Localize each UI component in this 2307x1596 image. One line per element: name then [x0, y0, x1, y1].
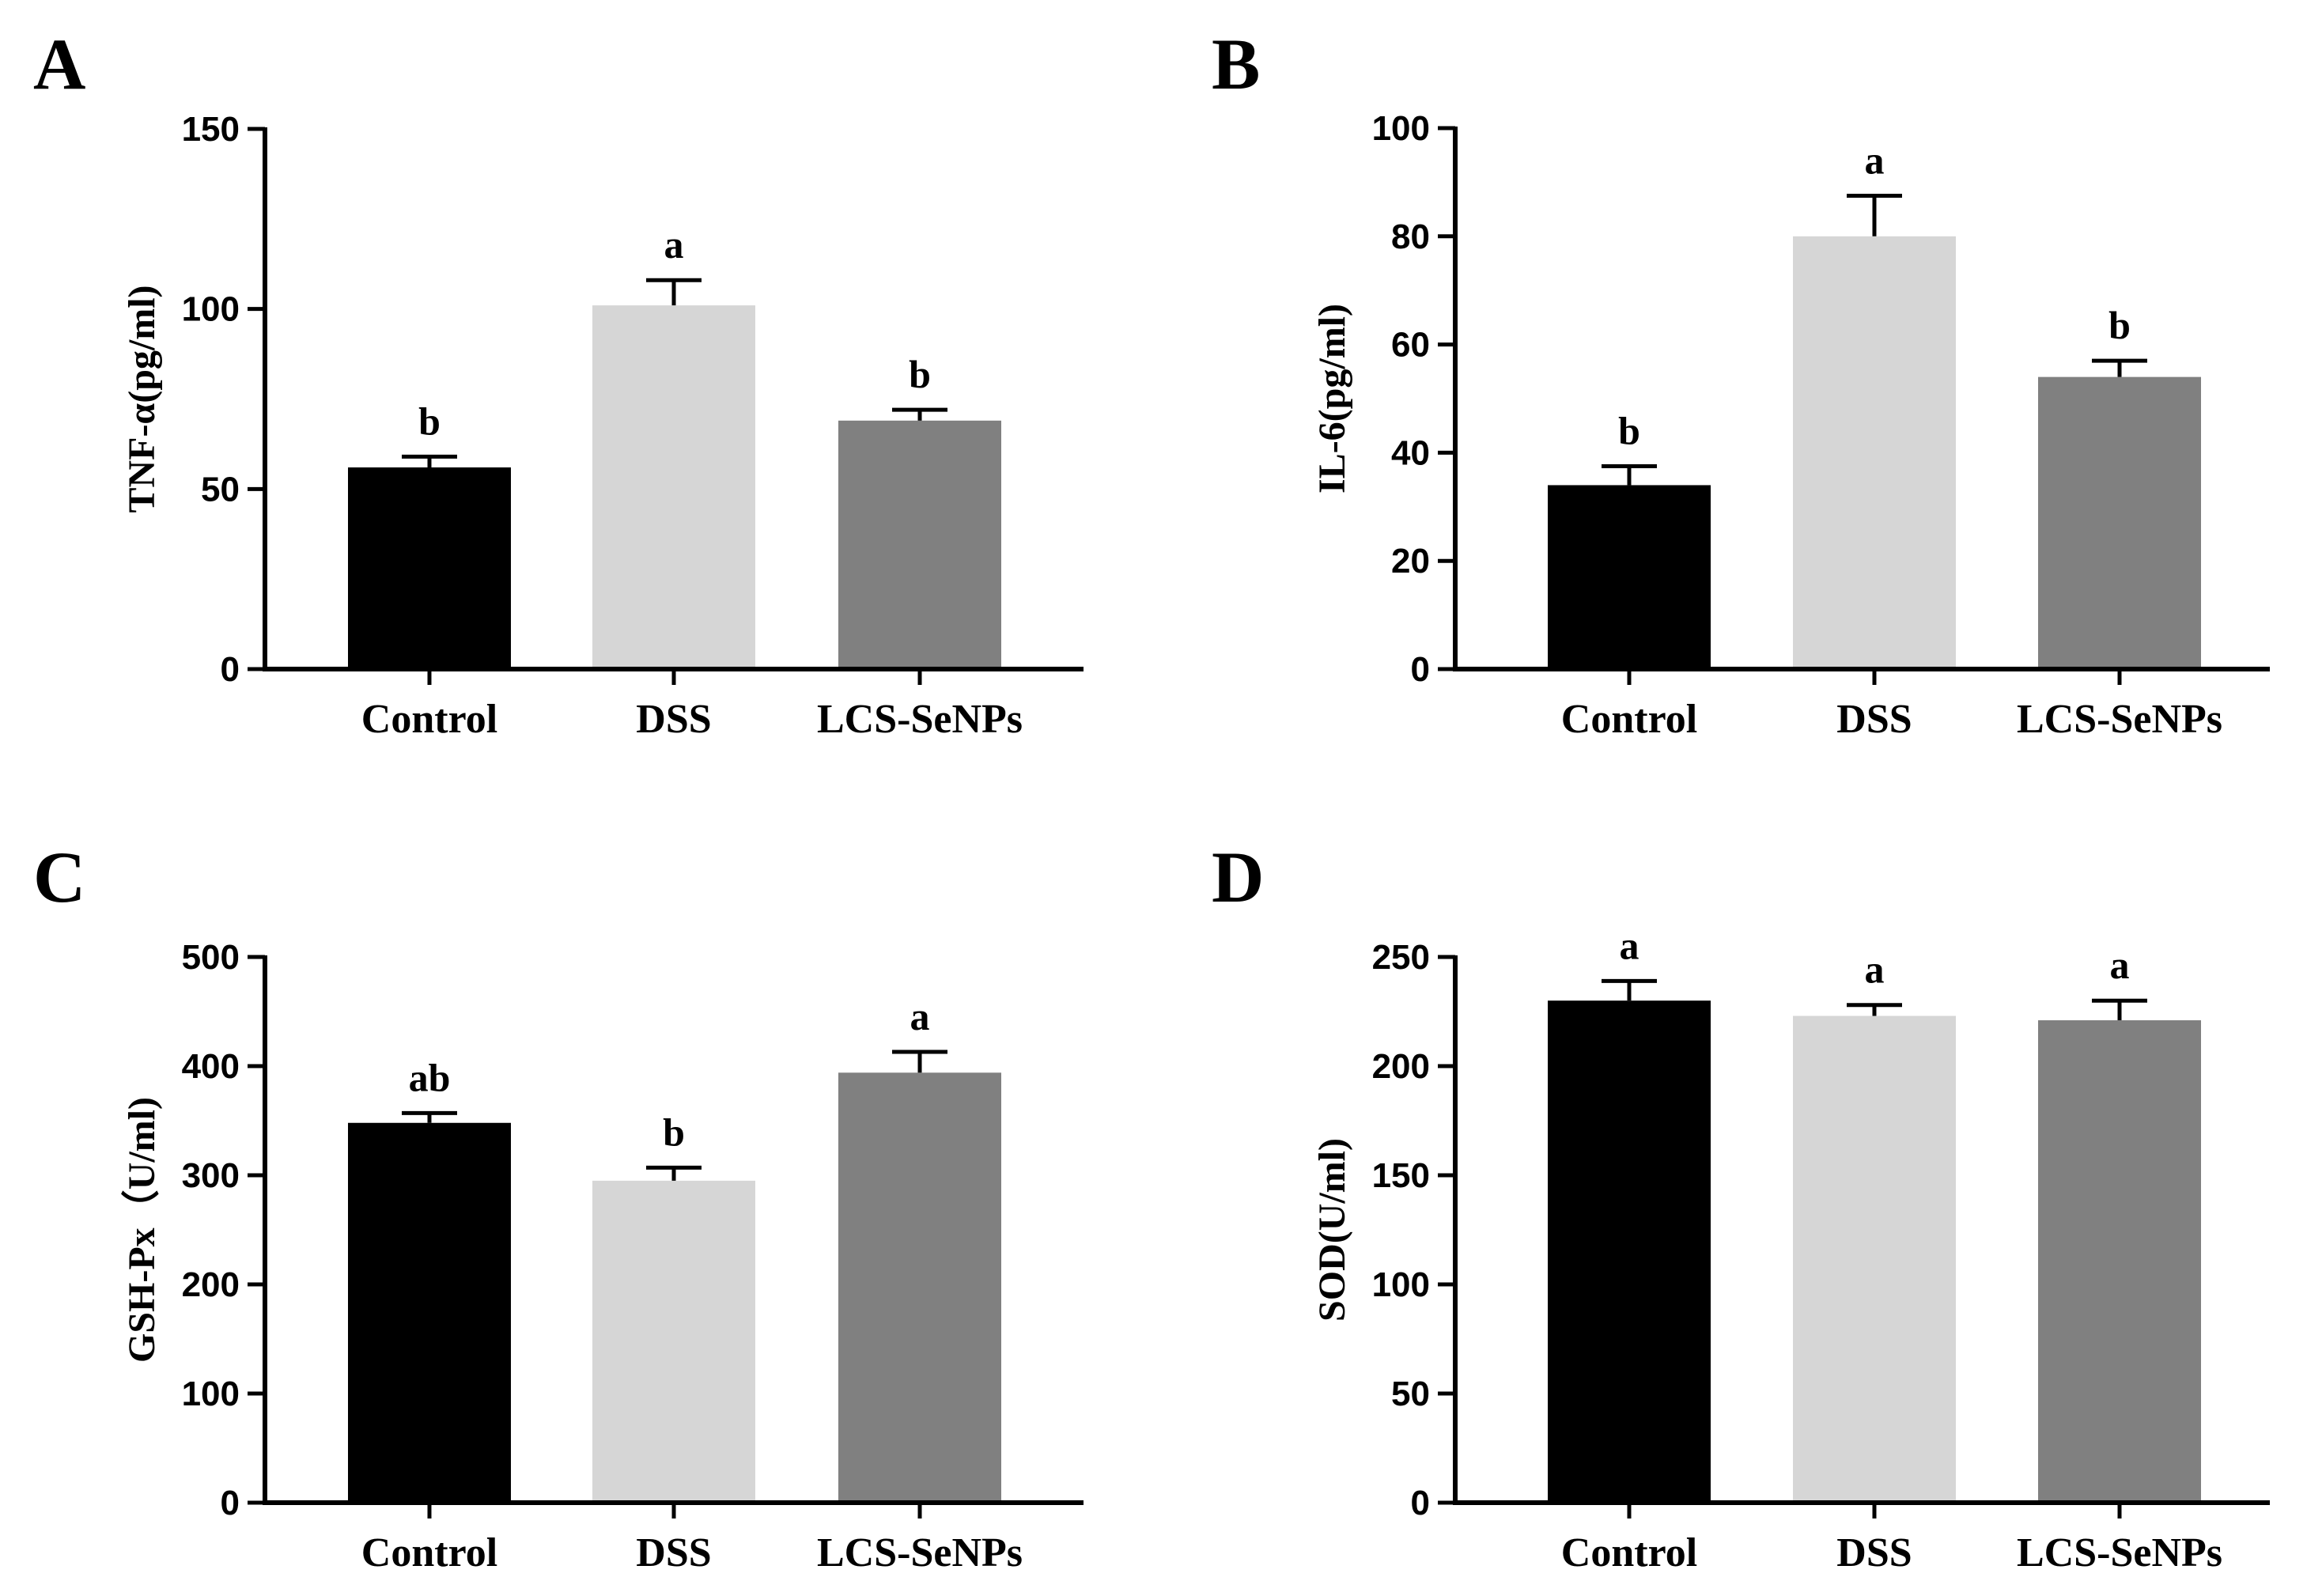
significance-label: a	[910, 994, 930, 1038]
error-bar	[2092, 998, 2147, 1021]
x-tick-label: Control	[361, 1530, 497, 1575]
panel-letter: D	[1212, 837, 1264, 917]
x-tick-label: Control	[361, 697, 497, 742]
panel-letter: C	[33, 837, 85, 917]
y-axis-label: SOD(U/ml)	[1311, 1138, 1353, 1322]
bar-lcs-senps	[2038, 376, 2201, 669]
chart-panel-a: A TNF-α(pg/ml) b Control a DSS b LCS-SeNPs 0 50 10…	[33, 24, 1084, 742]
error-bar	[402, 454, 457, 468]
error-bar	[1602, 464, 1657, 486]
y-tick-label: 200	[182, 1265, 240, 1304]
error-bar	[892, 407, 947, 421]
error-bar	[646, 278, 702, 306]
y-tick-label: 50	[1391, 1375, 1430, 1413]
x-tick-label: LCS-SeNPs	[817, 1530, 1023, 1575]
bar-control	[1548, 485, 1711, 669]
y-tick-label: 0	[1411, 650, 1430, 689]
panel-letter: B	[1212, 24, 1260, 104]
y-tick-label: 300	[182, 1156, 240, 1195]
significance-label: b	[418, 399, 441, 443]
bar-lcs-senps	[838, 420, 1001, 669]
y-tick-label: 400	[182, 1047, 240, 1086]
y-tick-label: 150	[182, 110, 240, 149]
significance-label: ab	[409, 1055, 451, 1099]
significance-label: a	[1865, 947, 1885, 992]
error-bar	[402, 1110, 457, 1123]
bar-control	[1548, 1000, 1711, 1503]
bar-dss	[1793, 1015, 1956, 1503]
error-bar	[892, 1050, 947, 1073]
x-tick-label: DSS	[1836, 1530, 1912, 1575]
bar-lcs-senps	[2038, 1020, 2201, 1503]
y-tick-label: 80	[1391, 217, 1430, 256]
y-tick-label: 100	[182, 290, 240, 329]
y-tick-label: 0	[1411, 1484, 1430, 1522]
y-tick-label: 50	[201, 470, 240, 509]
y-tick-label: 40	[1391, 433, 1430, 472]
bar-dss	[592, 1180, 755, 1503]
bar-dss	[592, 305, 755, 669]
y-axis-label: GSH-Px（U/ml)	[121, 1097, 163, 1363]
y-tick-label: 100	[182, 1375, 240, 1413]
x-tick-label: Control	[1561, 697, 1697, 742]
y-axis-label: IL-6(pg/ml)	[1311, 304, 1353, 494]
y-tick-label: 150	[1372, 1156, 1430, 1195]
significance-label: b	[1618, 409, 1640, 453]
error-bar	[1847, 194, 1902, 236]
y-tick-label: 0	[221, 650, 240, 689]
y-tick-label: 0	[221, 1484, 240, 1522]
bar-control	[348, 1122, 511, 1503]
error-bar	[1602, 978, 1657, 1001]
significance-label: b	[2108, 303, 2131, 347]
significance-label: b	[909, 352, 931, 396]
x-tick-label: LCS-SeNPs	[2017, 1530, 2222, 1575]
x-tick-label: DSS	[636, 1530, 711, 1575]
bar-control	[348, 467, 511, 669]
y-tick-label: 200	[1372, 1047, 1430, 1086]
significance-label: a	[1620, 923, 1639, 967]
bar-lcs-senps	[838, 1072, 1001, 1503]
chart-panel-b: B IL-6(pg/ml) b Control a DSS b LCS-SeNPs 0 20 40 6…	[1212, 24, 2270, 742]
chart-panel-c: C GSH-Px（U/ml) ab Control b DSS a LCS-SeNPs 0 100…	[33, 837, 1084, 1575]
y-tick-label: 60	[1391, 326, 1430, 365]
significance-label: b	[663, 1110, 685, 1154]
bar-dss	[1793, 236, 1956, 669]
error-bar	[1847, 1003, 1902, 1016]
y-tick-label: 100	[1372, 1265, 1430, 1304]
error-bar	[646, 1165, 702, 1181]
x-tick-label: Control	[1561, 1530, 1697, 1575]
panel-letter: A	[33, 24, 85, 104]
y-axis-label: TNF-α(pg/ml)	[121, 285, 163, 512]
y-tick-label: 100	[1372, 109, 1430, 148]
chart-panel-d: D SOD(U/ml) a Control a DSS a LCS-SeNPs 0 50 100 15…	[1212, 837, 2270, 1575]
significance-label: a	[2110, 943, 2130, 987]
significance-label: a	[664, 222, 684, 267]
error-bar	[2092, 358, 2147, 377]
x-tick-label: LCS-SeNPs	[817, 697, 1023, 742]
y-tick-label: 250	[1372, 938, 1430, 977]
x-tick-label: LCS-SeNPs	[2017, 697, 2222, 742]
x-tick-label: DSS	[636, 697, 711, 742]
y-tick-label: 500	[182, 938, 240, 977]
x-tick-label: DSS	[1836, 697, 1912, 742]
significance-label: a	[1865, 138, 1885, 183]
y-tick-label: 20	[1391, 542, 1430, 581]
